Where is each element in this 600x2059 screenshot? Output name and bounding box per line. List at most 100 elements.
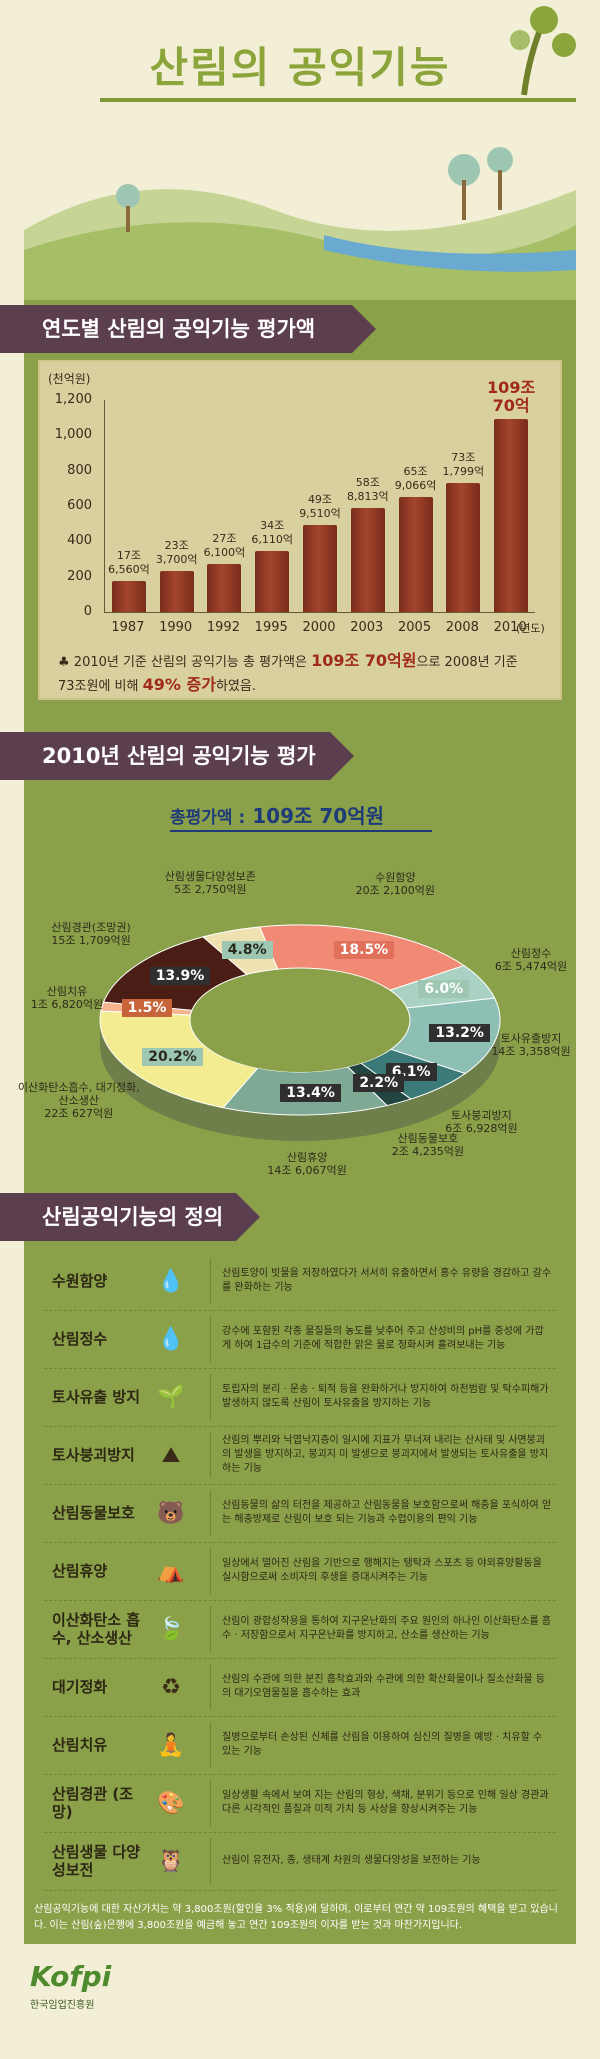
bar-value-label: 73조 1,799억 bbox=[442, 450, 485, 478]
definition-name: 산림휴양 bbox=[52, 1562, 108, 1580]
divider bbox=[210, 1316, 211, 1362]
x-axis-ticks: 1987 1990 1992 1995 2000 2003 2005 2008 2010 bbox=[104, 620, 534, 638]
owl-icon: 🦉 bbox=[157, 1848, 185, 1874]
definition-description: 산림의 수관에 의한 분진 흡착효과와 수관에 의한 확산화물이나 질소산화물 … bbox=[222, 1674, 546, 1699]
y-tick-label: 400 bbox=[67, 533, 92, 549]
definition-name: 토사유출 방지 bbox=[52, 1388, 141, 1406]
definition-name: 토사붕괴방지 bbox=[52, 1446, 135, 1464]
slice-name-label: 토사유출방지 14조 3,358억원 bbox=[491, 1032, 571, 1059]
slice-name-label: 이산화탄소흡수, 대기정화, 산소생산 22조 627억원 bbox=[17, 1080, 140, 1120]
page-title: 산림의 공익기능 bbox=[149, 43, 451, 92]
divider bbox=[210, 1780, 211, 1826]
definition-row: 산림동물보호 🐻 산림동물의 삶의 터전을 제공하고 산림동물을 보호함으로써 해충… bbox=[44, 1484, 556, 1543]
divider bbox=[210, 1664, 211, 1710]
bar-value-label: 58조 8,813억 bbox=[346, 476, 389, 504]
bar-value-label: 109조 70억 bbox=[487, 378, 536, 416]
healing-person-icon: 🧘 bbox=[157, 1732, 185, 1758]
easel-icon: 🎨 bbox=[157, 1790, 185, 1816]
definition-description: 강수에 포함된 각종 물질들의 농도를 낮추어 주고 산성비의 pH를 중성에 … bbox=[222, 1326, 544, 1351]
y-tick-label: 600 bbox=[67, 498, 92, 513]
donut-side bbox=[100, 1020, 500, 1141]
divider bbox=[210, 1838, 211, 1884]
slice-percent-label: 20.2% bbox=[142, 1048, 203, 1067]
bar bbox=[494, 419, 529, 612]
definition-name: 대기정화 bbox=[52, 1678, 108, 1696]
slice-percent-label: 2.2% bbox=[353, 1074, 405, 1093]
header-illustration: 산림의 공익기능 bbox=[24, 0, 576, 300]
definition-row: 수원함양 💧 산림토양이 빗물을 저장하였다가 서서히 유출하면서 홍수 유량을 경… bbox=[44, 1252, 556, 1311]
bar-value-label: 34조 6,110억 bbox=[251, 518, 294, 546]
slice-percent-label: 13.9% bbox=[149, 966, 211, 985]
definition-row: 대기정화 ♻ 산림의 수관에 의한 분진 흡착효과와 수관에 의한 확산화물이나 질… bbox=[44, 1658, 556, 1717]
mountain-icon: ⛰ bbox=[161, 1442, 181, 1468]
bear-icon: 🐻 bbox=[157, 1500, 185, 1526]
bar bbox=[159, 570, 194, 612]
definition-row: 산림경관 (조망) 🎨 일상생활 속에서 보여 지는 산림의 형상, 색채, 분위기… bbox=[44, 1774, 556, 1833]
yearly-chart-panel: (천억원) 0 200 400 600 800 1,000 1,200 17조 6,560억 2… bbox=[38, 360, 562, 700]
y-tick-label: 800 bbox=[67, 462, 92, 478]
definition-name: 이산화탄소 흡수, 산소생산 bbox=[52, 1611, 141, 1647]
bar-value-label: 27조 6,100억 bbox=[203, 532, 246, 560]
bar-value-label: 23조 3,700억 bbox=[155, 538, 198, 566]
definition-description: 산림이 유전자, 종, 생태계 차원의 생물다양성을 보전하는 기능 bbox=[222, 1855, 481, 1866]
bar bbox=[207, 564, 242, 612]
donut-hole bbox=[194, 976, 406, 1072]
x-tick-label: 1990 bbox=[159, 620, 193, 635]
kofpi-logo: Kofpi bbox=[30, 1960, 112, 1993]
club-icon: ♣ bbox=[58, 655, 74, 670]
definition-description: 산림이 광합성작용을 통하여 지구온난화의 주요 원인의 하나인 이산화탄소를 … bbox=[222, 1616, 552, 1641]
recycle-icon: ♻ bbox=[161, 1674, 181, 1700]
bar bbox=[398, 497, 433, 612]
definition-description: 일상생활 속에서 보여 지는 산림의 형상, 색채, 분위기 등으로 인해 일상… bbox=[222, 1790, 549, 1815]
y-axis-unit: (천억원) bbox=[48, 372, 91, 386]
definition-row: 이산화탄소 흡수, 산소생산 🍃 산림이 광합성작용을 통하여 지구온난화의 주요 … bbox=[44, 1600, 556, 1659]
yearly-note: ♣ 2010년 기준 산림의 공익기능 총 평가액은 109조 70억원으로 2… bbox=[58, 651, 518, 694]
x-tick-label: 2008 bbox=[445, 620, 479, 635]
slice-percent-label: 6.0% bbox=[418, 979, 470, 998]
x-tick-label: 1987 bbox=[111, 620, 145, 635]
bar bbox=[255, 550, 290, 612]
x-tick-label: 1995 bbox=[254, 620, 288, 635]
definition-row: 산림생물 다양성보전 🦉 산림이 유전자, 종, 생태계 차원의 생물다양성을 보전… bbox=[44, 1832, 556, 1891]
slice-percent-label: 1.5% bbox=[121, 999, 173, 1018]
plot-area: 17조 6,560억 23조 3,700억 27조 6,100억 34조 6,110억 49조 9… bbox=[104, 379, 535, 613]
definition-row: 산림치유 🧘 질병으로부터 손상된 신체를 산림을 이용하여 심신의 질병을 예방 … bbox=[44, 1716, 556, 1775]
slice-name-label: 산림동물보호 2조 4,235억원 bbox=[391, 1131, 465, 1158]
leaf-icon: 🍃 bbox=[157, 1616, 185, 1642]
slice-percent-label: 13.2% bbox=[429, 1023, 490, 1042]
landscape-illustration bbox=[24, 6, 576, 300]
definition-row: 토사붕괴방지 ⛰ 산림의 뿌리와 낙엽낙지층이 일시에 지표가 무너져 내리는 산사… bbox=[44, 1426, 556, 1485]
slice-name-label: 토사붕괴방지 6조 6,928억원 bbox=[445, 1109, 518, 1136]
org-name: 한국임업진흥원 bbox=[30, 2000, 95, 2011]
definition-row: 산림정수 💧 강수에 포함된 각종 물질들의 농도를 낮추어 주고 산성비의 pH를… bbox=[44, 1310, 556, 1369]
y-tick-label: 0 bbox=[83, 604, 92, 619]
water-tap-icon: 💧 bbox=[157, 1268, 185, 1294]
y-tick-label: 1,000 bbox=[54, 427, 92, 443]
slice-percent-label: 13.4% bbox=[280, 1084, 341, 1103]
water-drop-icon: 💧 bbox=[157, 1326, 185, 1352]
slice-name-label: 산림치유 1조 6,820억원 bbox=[30, 985, 104, 1012]
bar-value-label: 17조 6,560억 bbox=[108, 548, 150, 576]
section-heading-definition: 산림공익기능의 정의 bbox=[0, 1193, 260, 1241]
divider bbox=[210, 1722, 211, 1768]
x-tick-label: 2005 bbox=[398, 620, 432, 635]
bar-value-label: 49조 9,510억 bbox=[299, 492, 341, 520]
definition-name: 산림치유 bbox=[52, 1736, 108, 1754]
footnote: 산림공익기능에 대한 자산가치는 약 3,800조원(할인율 3% 적용)에 달… bbox=[34, 1904, 558, 1931]
tent-icon: ⛺ bbox=[157, 1558, 185, 1584]
divider bbox=[210, 1258, 211, 1304]
slice-name-label: 수원함양 20조 2,100억원 bbox=[355, 871, 436, 898]
total-underline bbox=[170, 830, 432, 832]
slice-name-label: 산림생물다양성보존 5조 2,750억원 bbox=[164, 870, 256, 897]
definition-name: 산림동물보호 bbox=[52, 1504, 135, 1522]
definition-description: 산림토양이 빗물을 저장하였다가 서서히 유출하면서 홍수 유량을 경감하고 갈… bbox=[222, 1268, 552, 1293]
section-heading-2010: 2010년 산림의 공익기능 평가 bbox=[0, 732, 354, 780]
divider bbox=[210, 1432, 211, 1478]
title-underline bbox=[100, 98, 576, 102]
definition-description: 일상에서 떨어진 산림을 기반으로 행해지는 탱탁과 스포츠 등 야외휴양활동을… bbox=[222, 1558, 542, 1583]
footer: Kofpi 한국임업진흥원 bbox=[24, 1944, 576, 2059]
x-tick-label: 2000 bbox=[302, 620, 336, 635]
x-tick-label: 1992 bbox=[206, 620, 240, 635]
x-axis-unit: (년도) bbox=[516, 622, 545, 635]
definition-description: 토립자의 분리 · 운송 · 퇴적 등을 완화하거나 방지하여 하천범람 및 탁… bbox=[222, 1384, 549, 1409]
